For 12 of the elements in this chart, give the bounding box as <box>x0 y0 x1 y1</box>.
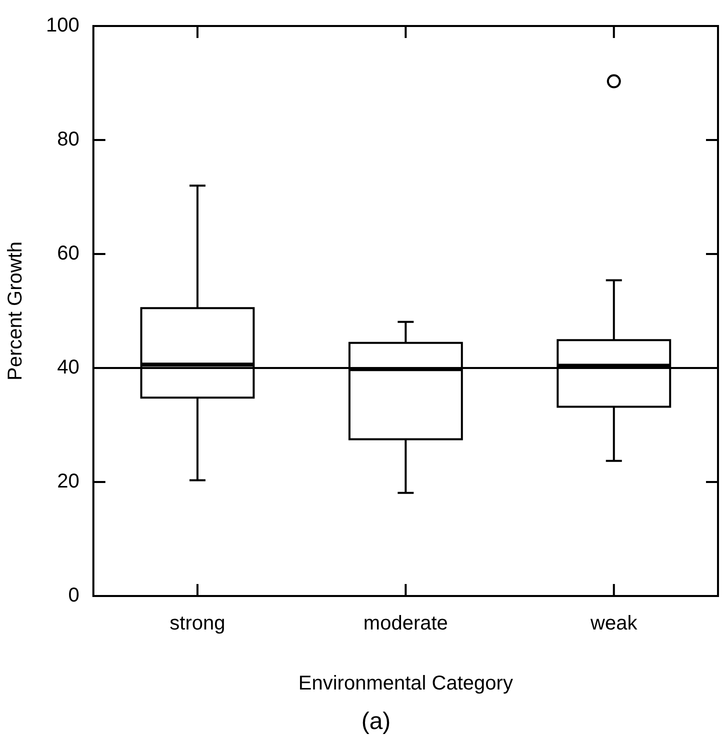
y-tick-label: 60 <box>57 242 80 265</box>
y-tick-label: 100 <box>46 14 80 37</box>
y-tick-label: 80 <box>57 128 80 151</box>
x-tick-label: weak <box>590 612 638 635</box>
y-axis-title: Percent Growth <box>4 242 27 380</box>
text: (a) <box>360 708 392 736</box>
y-tick-label: 20 <box>57 470 80 493</box>
x-axis-title: Environmental Category <box>298 672 513 695</box>
x-tick-label: strong <box>170 612 226 635</box>
y-tick-label: 40 <box>57 356 80 379</box>
y-tick-label: 0 <box>68 584 80 607</box>
x-tick-label: moderate <box>363 612 448 635</box>
